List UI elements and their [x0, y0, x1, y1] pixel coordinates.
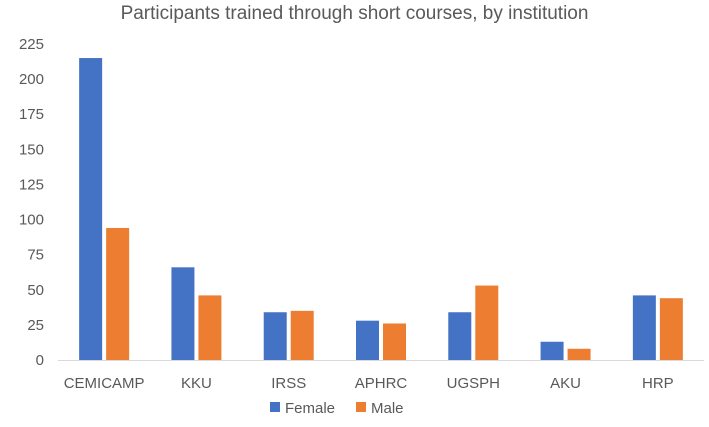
legend-swatch-female — [270, 402, 280, 412]
legend: Female Male — [270, 400, 404, 417]
y-axis: 0 25 50 75 100 125 150 175 200 225 — [19, 36, 44, 369]
bar-male-aphrc — [383, 323, 406, 360]
bar-male-aku — [567, 348, 591, 360]
bars — [79, 58, 683, 361]
y-tick-label: 0 — [36, 352, 44, 369]
x-tick-label: CEMICAMP — [64, 375, 145, 392]
legend-swatch-male — [356, 402, 366, 412]
y-tick-label: 175 — [19, 106, 44, 123]
x-tick-label: KKU — [181, 375, 212, 392]
x-axis: CEMICAMP KKU IRSS APHRC UGSPH AKU HRP — [64, 375, 674, 392]
y-tick-label: 125 — [19, 176, 44, 193]
y-tick-label: 75 — [27, 247, 44, 264]
legend-label-male: Male — [371, 400, 404, 417]
x-tick-label: UGSPH — [447, 375, 500, 392]
y-tick-label: 225 — [19, 36, 44, 53]
y-tick-label: 50 — [27, 282, 44, 299]
bar-female-irss — [263, 312, 287, 360]
legend-label-female: Female — [285, 400, 335, 417]
x-tick-label: IRSS — [271, 375, 306, 392]
x-tick-label: HRP — [642, 375, 674, 392]
bar-female-hrp — [632, 295, 656, 360]
bar-male-kku — [198, 295, 222, 360]
bar-female-cemicamp — [79, 58, 103, 361]
y-tick-label: 100 — [19, 212, 44, 229]
y-tick-label: 25 — [27, 317, 44, 334]
y-tick-label: 200 — [19, 71, 44, 88]
chart-title: Participants trained through short cours… — [120, 3, 589, 24]
bar-male-irss — [290, 310, 314, 360]
bar-male-hrp — [659, 298, 683, 360]
bar-female-aphrc — [356, 320, 379, 360]
x-tick-label: AKU — [550, 375, 581, 392]
bar-male-cemicamp — [106, 227, 130, 360]
bar-female-aku — [540, 341, 564, 360]
bar-female-ugsph — [448, 312, 472, 360]
x-tick-label: APHRC — [355, 375, 408, 392]
bar-male-ugsph — [475, 285, 499, 360]
y-tick-label: 150 — [19, 141, 44, 158]
bar-female-kku — [171, 267, 195, 360]
